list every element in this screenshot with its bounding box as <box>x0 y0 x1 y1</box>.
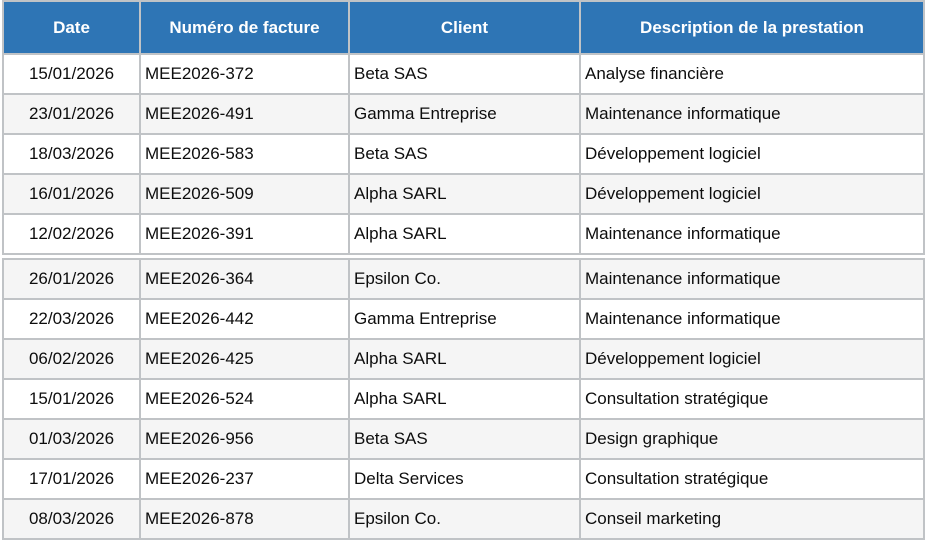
client-cell: Beta SAS <box>348 53 581 95</box>
date-cell: 08/03/2026 <box>2 498 141 540</box>
table-row: 15/01/2026 MEE2026-524 Alpha SARL Consul… <box>2 378 925 420</box>
client-cell: Epsilon Co. <box>348 258 581 300</box>
invoice-cell: MEE2026-524 <box>139 378 350 420</box>
invoice-cell: MEE2026-237 <box>139 458 350 500</box>
table-row: 26/01/2026 MEE2026-364 Epsilon Co. Maint… <box>2 258 925 300</box>
date-cell: 17/01/2026 <box>2 458 141 500</box>
client-cell: Alpha SARL <box>348 378 581 420</box>
table-row: 06/02/2026 MEE2026-425 Alpha SARL Dévelo… <box>2 338 925 380</box>
description-cell: Analyse financière <box>579 53 925 95</box>
client-cell: Beta SAS <box>348 133 581 175</box>
invoice-cell: MEE2026-391 <box>139 213 350 255</box>
description-cell: Consultation stratégique <box>579 458 925 500</box>
table-row: 22/03/2026 MEE2026-442 Gamma Entreprise … <box>2 298 925 340</box>
invoice-cell: MEE2026-509 <box>139 173 350 215</box>
invoice-cell: MEE2026-364 <box>139 258 350 300</box>
client-cell: Delta Services <box>348 458 581 500</box>
table-row: 23/01/2026 MEE2026-491 Gamma Entreprise … <box>2 93 925 135</box>
description-cell: Design graphique <box>579 418 925 460</box>
header-row: Date Numéro de facture Client Descriptio… <box>2 0 925 55</box>
date-cell: 15/01/2026 <box>2 378 141 420</box>
date-cell: 12/02/2026 <box>2 213 141 255</box>
invoice-table-section-1: Date Numéro de facture Client Descriptio… <box>2 0 925 255</box>
invoice-cell: MEE2026-425 <box>139 338 350 380</box>
table-row: 17/01/2026 MEE2026-237 Delta Services Co… <box>2 458 925 500</box>
description-cell: Développement logiciel <box>579 173 925 215</box>
date-cell: 26/01/2026 <box>2 258 141 300</box>
client-cell: Alpha SARL <box>348 173 581 215</box>
client-cell: Epsilon Co. <box>348 498 581 540</box>
description-cell: Maintenance informatique <box>579 298 925 340</box>
invoice-cell: MEE2026-878 <box>139 498 350 540</box>
client-cell: Alpha SARL <box>348 213 581 255</box>
table-row: 18/03/2026 MEE2026-583 Beta SAS Développ… <box>2 133 925 175</box>
client-cell: Gamma Entreprise <box>348 298 581 340</box>
date-cell: 06/02/2026 <box>2 338 141 380</box>
description-cell: Conseil marketing <box>579 498 925 540</box>
column-header-description: Description de la prestation <box>579 0 925 55</box>
column-header-date: Date <box>2 0 141 55</box>
client-cell: Gamma Entreprise <box>348 93 581 135</box>
description-cell: Développement logiciel <box>579 338 925 380</box>
description-cell: Maintenance informatique <box>579 258 925 300</box>
date-cell: 01/03/2026 <box>2 418 141 460</box>
table-row: 15/01/2026 MEE2026-372 Beta SAS Analyse … <box>2 53 925 95</box>
description-cell: Maintenance informatique <box>579 93 925 135</box>
date-cell: 22/03/2026 <box>2 298 141 340</box>
invoice-table-section-2: 26/01/2026 MEE2026-364 Epsilon Co. Maint… <box>2 258 925 540</box>
table-row: 16/01/2026 MEE2026-509 Alpha SARL Dévelo… <box>2 173 925 215</box>
column-header-invoice: Numéro de facture <box>139 0 350 55</box>
date-cell: 18/03/2026 <box>2 133 141 175</box>
invoice-cell: MEE2026-491 <box>139 93 350 135</box>
description-cell: Consultation stratégique <box>579 378 925 420</box>
date-cell: 23/01/2026 <box>2 93 141 135</box>
client-cell: Alpha SARL <box>348 338 581 380</box>
invoice-cell: MEE2026-372 <box>139 53 350 95</box>
date-cell: 15/01/2026 <box>2 53 141 95</box>
invoice-cell: MEE2026-583 <box>139 133 350 175</box>
invoice-cell: MEE2026-442 <box>139 298 350 340</box>
invoice-cell: MEE2026-956 <box>139 418 350 460</box>
column-header-client: Client <box>348 0 581 55</box>
description-cell: Développement logiciel <box>579 133 925 175</box>
date-cell: 16/01/2026 <box>2 173 141 215</box>
table-row: 12/02/2026 MEE2026-391 Alpha SARL Mainte… <box>2 213 925 255</box>
table-row: 08/03/2026 MEE2026-878 Epsilon Co. Conse… <box>2 498 925 540</box>
table-row: 01/03/2026 MEE2026-956 Beta SAS Design g… <box>2 418 925 460</box>
client-cell: Beta SAS <box>348 418 581 460</box>
description-cell: Maintenance informatique <box>579 213 925 255</box>
